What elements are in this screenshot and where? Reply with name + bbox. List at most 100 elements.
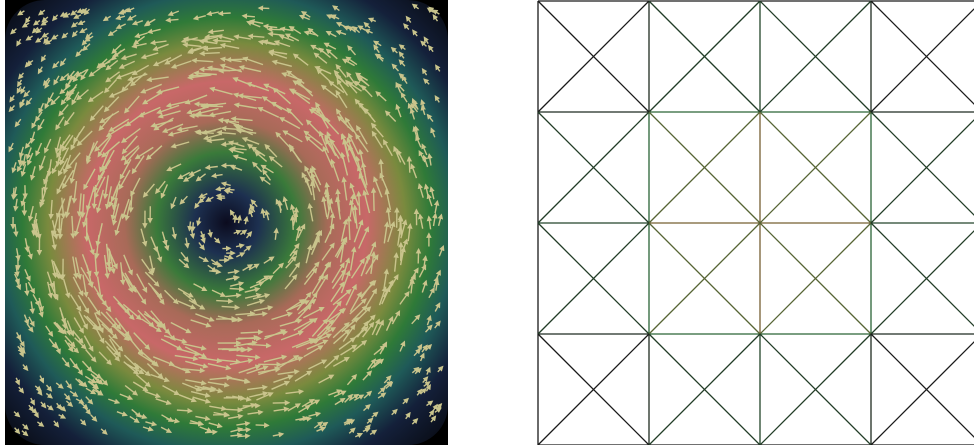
velocity-arrow <box>315 327 337 340</box>
velocity-arrow <box>213 237 221 244</box>
velocity-arrow <box>407 223 413 242</box>
velocity-arrow <box>273 374 294 383</box>
velocity-arrow <box>176 125 198 132</box>
velocity-arrow <box>349 291 362 312</box>
mesh-panel <box>536 0 974 445</box>
velocity-arrow <box>84 406 91 415</box>
velocity-arrow <box>62 169 75 190</box>
mesh-edge <box>870 222 974 327</box>
velocity-arrow <box>352 25 361 34</box>
velocity-arrow <box>225 292 242 299</box>
velocity-arrow <box>150 236 159 253</box>
velocity-arrow <box>303 267 318 286</box>
mesh-edge <box>870 111 974 216</box>
velocity-arrow <box>171 227 177 240</box>
velocity-arrow <box>257 39 276 46</box>
velocity-arrow <box>194 200 201 209</box>
velocity-arrow <box>434 320 441 329</box>
velocity-arrow <box>432 212 438 227</box>
velocity-arrow <box>263 354 288 363</box>
velocity-arrow <box>224 254 234 260</box>
velocity-arrow <box>37 118 45 131</box>
velocity-arrow <box>286 107 304 126</box>
velocity-arrow <box>365 288 378 308</box>
velocity-arrow <box>362 370 373 381</box>
velocity-arrow <box>70 21 79 28</box>
velocity-arrow <box>98 113 114 132</box>
velocity-arrow <box>330 158 340 182</box>
velocity-arrow <box>396 149 406 165</box>
velocity-arrow <box>345 79 358 94</box>
velocity-arrow <box>97 374 109 386</box>
velocity-arrow <box>157 110 181 119</box>
velocity-arrow <box>47 92 55 104</box>
velocity-arrow <box>341 317 359 333</box>
velocity-arrow <box>165 17 179 23</box>
velocity-arrow <box>393 252 399 272</box>
velocity-arrow <box>69 390 79 398</box>
velocity-arrow <box>245 231 253 239</box>
velocity-arrow <box>296 79 314 97</box>
velocity-arrow <box>198 38 218 45</box>
velocity-arrow <box>235 310 256 317</box>
velocity-arrow <box>155 86 180 95</box>
velocity-arrow <box>292 211 299 226</box>
velocity-arrow <box>293 318 316 331</box>
velocity-arrow <box>72 276 84 297</box>
velocity-arrow <box>20 86 26 95</box>
velocity-arrow <box>66 89 75 102</box>
velocity-arrow <box>391 63 400 72</box>
mesh-edge <box>870 230 974 335</box>
velocity-arrow <box>144 271 160 287</box>
velocity-arrow <box>335 89 348 109</box>
velocity-arrow <box>78 310 88 330</box>
velocity-arrow <box>40 54 47 63</box>
velocity-arrow <box>9 95 15 103</box>
velocity-arrow <box>46 159 53 177</box>
velocity-arrow <box>100 58 113 68</box>
velocity-arrow <box>82 274 89 298</box>
velocity-arrow <box>252 161 263 173</box>
velocity-arrow <box>270 101 293 115</box>
velocity-arrow <box>112 295 130 315</box>
velocity-arrow <box>418 150 426 163</box>
velocity-arrow <box>25 35 33 41</box>
velocity-arrow <box>228 376 251 384</box>
velocity-arrow <box>414 367 422 375</box>
velocity-arrow <box>147 282 163 299</box>
velocity-arrow <box>76 193 83 217</box>
velocity-arrow <box>340 270 351 294</box>
velocity-arrow <box>367 17 377 23</box>
velocity-arrow <box>152 56 172 67</box>
velocity-arrow <box>178 258 190 269</box>
velocity-arrow <box>253 305 274 312</box>
velocity-arrow <box>406 155 413 173</box>
velocity-arrow <box>80 194 86 219</box>
velocity-arrow <box>326 300 342 321</box>
velocity-arrow <box>61 32 69 39</box>
velocity-arrow <box>48 338 58 349</box>
velocity-arrow <box>235 243 245 249</box>
velocity-arrow <box>28 316 35 328</box>
velocity-arrow <box>74 337 87 350</box>
velocity-arrow <box>284 274 298 290</box>
velocity-arrow <box>342 138 350 163</box>
mesh-edge <box>648 222 761 335</box>
velocity-arrow <box>278 117 301 130</box>
velocity-arrow <box>247 409 264 416</box>
velocity-arrow <box>123 146 140 166</box>
velocity-arrow <box>379 341 388 355</box>
velocity-arrow <box>69 357 79 370</box>
velocity-arrow <box>184 237 190 249</box>
mesh-edge <box>648 111 761 224</box>
velocity-arrow <box>411 3 420 10</box>
velocity-arrow <box>428 409 435 417</box>
velocity-arrow <box>370 251 377 274</box>
mesh-edge <box>537 333 650 445</box>
velocity-arrow <box>190 390 211 398</box>
velocity-arrow <box>340 218 349 242</box>
velocity-arrow <box>123 95 140 114</box>
velocity-arrow <box>195 415 211 422</box>
velocity-arrow <box>182 343 207 351</box>
velocity-arrow <box>27 281 35 295</box>
